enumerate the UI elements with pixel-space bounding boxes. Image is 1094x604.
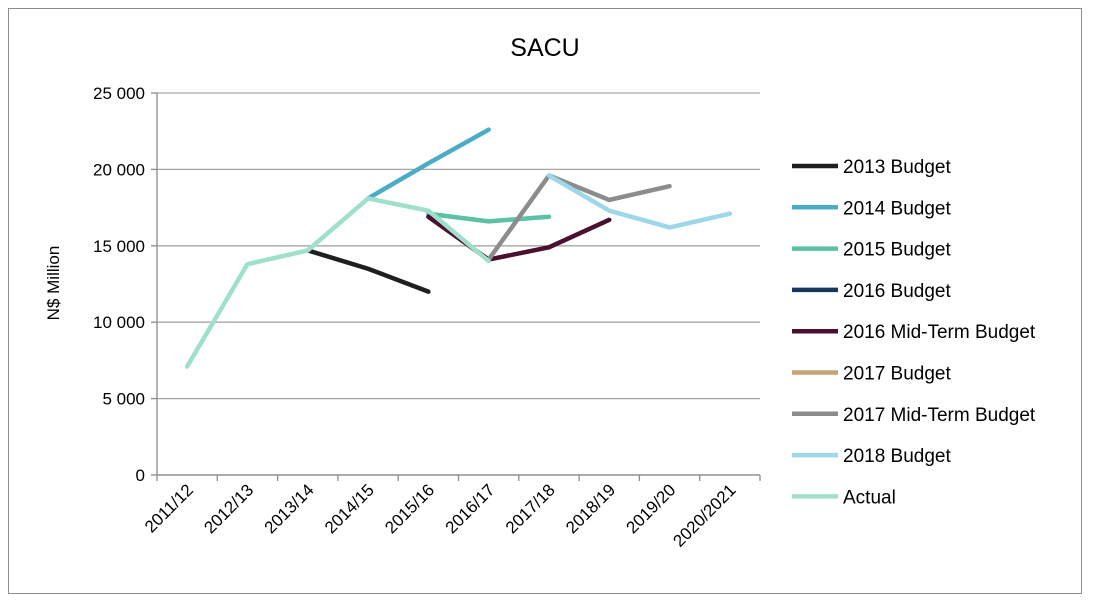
series-line-2017-mid-term-budget: [486, 173, 672, 262]
x-tick-label: 2013/14: [261, 480, 318, 537]
y-axis-label: N$ Million: [44, 246, 63, 321]
series-line-2016-mid-term-budget: [426, 214, 612, 262]
axes: [156, 93, 761, 481]
x-tick-label: 2016/17: [442, 480, 499, 537]
legend-label: Actual: [843, 487, 896, 508]
chart-frame: [8, 8, 1082, 594]
legend-label: 2018 Budget: [843, 446, 951, 467]
y-tick-label: 5 000: [102, 390, 145, 409]
y-tick-label: 15 000: [93, 237, 145, 256]
x-tick-label: 2012/13: [200, 480, 257, 537]
x-tick-label: 2019/20: [622, 480, 679, 537]
x-tick-labels: 2011/12 2012/13 2013/14 2014/15 2015/16 2016/…: [141, 480, 740, 550]
series-lines: [184, 127, 733, 369]
legend-label: 2013 Budget: [843, 157, 951, 178]
x-tick-label: 2015/16: [381, 480, 438, 537]
y-tick-labels: 0 5 000 10 000 15 000 20 000 25 000: [93, 84, 145, 485]
series-line-2013-budget: [305, 248, 431, 294]
legend-label: 2017 Budget: [843, 364, 951, 385]
x-tick-label: 2020/2021: [669, 480, 739, 550]
y-tick-label: 25 000: [93, 84, 145, 103]
y-tick-label: 0: [136, 466, 145, 485]
x-tick-label: 2017/18: [502, 480, 559, 537]
x-tick-label: 2018/19: [562, 480, 619, 537]
legend-label: 2014 Budget: [843, 198, 951, 219]
series-line-2015-budget: [426, 211, 552, 224]
legend: 2013 Budget 2014 Budget 2015 Budget 2016 Bu…: [792, 157, 1036, 508]
legend-label: 2016 Mid-Term Budget: [843, 322, 1036, 343]
series-line-actual: [184, 196, 491, 369]
legend-label: 2017 Mid-Term Budget: [843, 405, 1036, 426]
y-tick-label: 20 000: [93, 160, 145, 179]
series-line-2018-budget: [546, 173, 733, 230]
legend-label: 2016 Budget: [843, 281, 951, 302]
x-tick-label: 2014/15: [321, 480, 378, 537]
chart-title: SACU: [510, 34, 579, 62]
legend-label: 2015 Budget: [843, 240, 951, 261]
series-line-2014-budget: [365, 127, 491, 201]
y-tick-label: 10 000: [93, 313, 145, 332]
x-tick-label: 2011/12: [141, 480, 197, 536]
